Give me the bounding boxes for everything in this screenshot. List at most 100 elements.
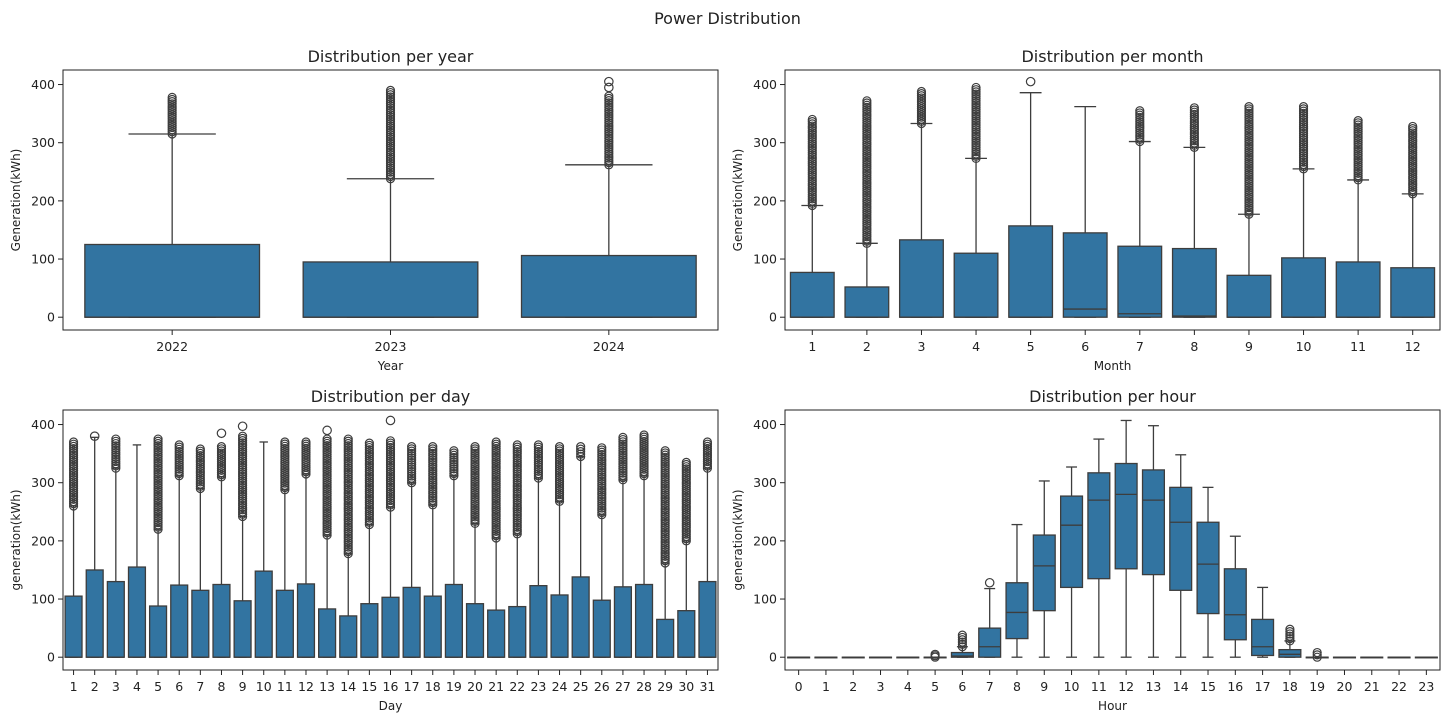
x-axis-label: Year	[377, 359, 403, 373]
x-tick-label: 20	[1337, 679, 1353, 694]
x-tick-label: 3	[877, 679, 885, 694]
box-body	[275, 589, 294, 658]
box-16	[1223, 535, 1247, 658]
x-tick-label: 25	[573, 679, 589, 694]
y-tick-label: 0	[47, 310, 55, 325]
x-tick-label: 2	[863, 339, 871, 354]
x-tick-label: 31	[699, 679, 715, 694]
box-body	[656, 618, 675, 658]
y-tick-label: 400	[31, 417, 55, 432]
box-8	[1171, 103, 1217, 318]
box-1	[64, 437, 83, 658]
outlier	[1353, 116, 1363, 126]
outlier	[216, 428, 227, 439]
x-tick-label: 11	[1350, 339, 1366, 354]
panel-day: Distribution per daygeneration(kWh)Day01…	[9, 387, 719, 713]
outlier	[216, 442, 227, 452]
outlier	[174, 440, 184, 450]
y-tick-label: 100	[753, 252, 777, 267]
box-7	[1117, 106, 1163, 318]
x-tick-label: 1	[808, 339, 816, 354]
x-tick-label: 0	[795, 679, 803, 694]
outlier	[449, 471, 459, 481]
y-axis-label: Generation(kWh)	[731, 149, 745, 252]
outlier	[1285, 631, 1295, 641]
box-12	[1114, 419, 1138, 658]
outlier	[237, 421, 248, 432]
box-12	[1390, 121, 1436, 318]
box-16	[381, 415, 400, 658]
box-body	[592, 599, 611, 658]
x-tick-label: 3	[917, 339, 925, 354]
y-tick-label: 100	[31, 592, 55, 607]
panel-title: Distribution per day	[311, 387, 471, 406]
box-body	[789, 271, 835, 318]
box-6	[950, 630, 974, 658]
panel-title: Distribution per month	[1021, 47, 1203, 66]
box-body	[84, 243, 261, 318]
box-10	[1059, 466, 1084, 658]
box-1	[789, 114, 835, 318]
box-6	[170, 440, 189, 658]
box-9	[233, 421, 252, 658]
box-22	[1387, 656, 1411, 659]
box-7	[191, 444, 210, 658]
y-tick-label: 300	[753, 135, 777, 150]
x-tick-label: 5	[154, 679, 162, 694]
x-tick-label: 18	[425, 679, 441, 694]
outlier	[639, 430, 649, 440]
box-11	[1335, 116, 1381, 318]
outlier	[702, 437, 713, 447]
box-5	[1008, 76, 1054, 318]
box-body	[677, 610, 696, 658]
y-tick-label: 200	[753, 533, 777, 548]
box-body	[1226, 274, 1272, 318]
box-10	[254, 441, 273, 658]
y-axis-label: Generation(kWh)	[9, 149, 23, 252]
x-tick-label: 27	[615, 679, 631, 694]
x-tick-label: 2024	[593, 339, 625, 354]
outlier	[343, 434, 353, 444]
outlier	[449, 466, 459, 476]
y-tick-label: 0	[769, 650, 777, 665]
box-4	[896, 656, 920, 659]
outlier	[449, 464, 459, 474]
box-15	[360, 438, 379, 658]
y-tick-label: 200	[31, 193, 55, 208]
x-tick-label: 9	[239, 679, 247, 694]
box-12	[296, 437, 316, 658]
outlier	[957, 642, 967, 652]
outlier	[301, 437, 311, 447]
outlier	[1408, 121, 1418, 132]
x-tick-label: 3	[112, 679, 120, 694]
outlier	[449, 455, 459, 465]
outlier	[533, 440, 544, 450]
box-body	[613, 586, 633, 658]
x-tick-label: 8	[1013, 679, 1021, 694]
box-body	[170, 584, 189, 658]
outlier	[364, 438, 374, 448]
y-tick-label: 400	[753, 417, 777, 432]
x-tick-label: 6	[958, 679, 966, 694]
box-9	[1226, 102, 1272, 318]
outlier	[1312, 650, 1322, 660]
outlier	[89, 431, 100, 441]
outlier	[68, 437, 79, 447]
x-tick-label: 21	[488, 679, 504, 694]
box-2024	[520, 76, 697, 318]
x-tick-label: 16	[1227, 679, 1243, 694]
x-tick-label: 9	[1040, 679, 1048, 694]
outlier	[681, 457, 691, 467]
box-8	[1005, 523, 1029, 658]
box-body	[1390, 267, 1436, 318]
box-body	[698, 580, 717, 658]
y-tick-label: 300	[753, 475, 777, 490]
x-tick-label: 16	[383, 679, 399, 694]
x-axis-label: Month	[1094, 359, 1132, 373]
outlier	[604, 82, 614, 93]
box-body	[423, 595, 442, 658]
box-body	[508, 605, 527, 658]
outlier	[449, 459, 459, 469]
box-body	[233, 600, 252, 658]
box-6	[1062, 105, 1108, 318]
